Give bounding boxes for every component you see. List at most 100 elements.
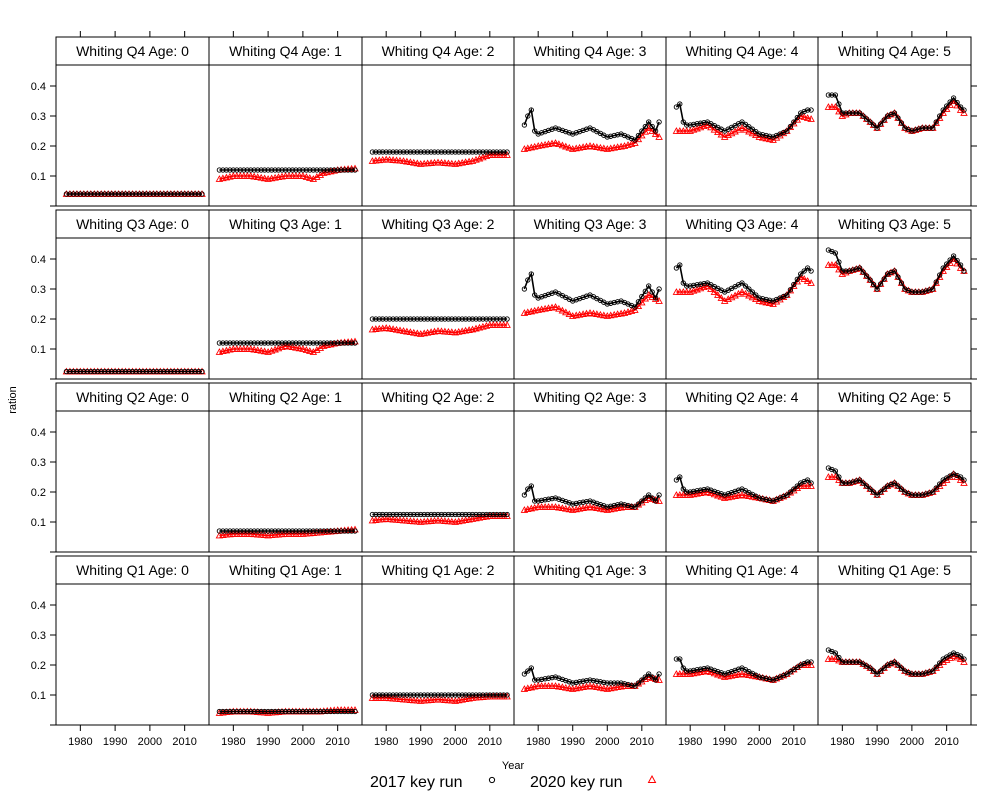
data-point-2020 (741, 289, 750, 297)
data-point-2020 (441, 327, 449, 335)
data-point-2020 (593, 504, 601, 512)
data-point-2017 (881, 276, 887, 282)
data-point-2020 (631, 306, 639, 313)
data-point-2020 (403, 157, 411, 165)
panel-strip (817, 382, 972, 412)
data-point-2017 (542, 128, 548, 135)
data-point-2020 (724, 131, 732, 139)
data-point-2017 (317, 708, 323, 715)
data-point-2017 (497, 316, 503, 322)
data-point-2017 (102, 191, 108, 197)
data-point-2017 (895, 115, 901, 121)
data-point-2017 (909, 671, 915, 677)
data-point-2017 (656, 119, 662, 125)
data-point-2017 (749, 289, 756, 295)
data-point-2020 (448, 517, 456, 525)
x-tick-label: 1990 (103, 736, 127, 748)
data-point-2017 (673, 477, 680, 483)
data-point-2017 (652, 498, 659, 504)
data-point-2017 (483, 316, 490, 322)
data-point-2020 (555, 304, 563, 312)
data-point-2017 (937, 481, 943, 487)
data-point-2020 (392, 694, 401, 702)
data-point-2017 (126, 191, 132, 197)
data-point-2017 (923, 491, 929, 497)
data-point-2017 (860, 480, 866, 486)
panel-strip-label: Whiting Q1 Age: 3 (534, 562, 647, 578)
data-point-2017 (850, 267, 856, 273)
data-point-2017 (255, 528, 261, 534)
data-point-2020 (503, 321, 511, 328)
panel-plot-area (208, 237, 363, 380)
data-point-2017 (632, 504, 638, 510)
panel-q1-age-2: Whiting Q1 Age: 2 (361, 555, 515, 726)
panel-q3-age-4: Whiting Q3 Age: 4 (665, 209, 819, 380)
panel-q4-age-0: Whiting Q4 Age: 0 (55, 36, 210, 207)
data-point-2017 (566, 500, 572, 506)
data-point-2020 (250, 172, 258, 180)
data-point-2017 (397, 692, 403, 698)
data-point-2017 (763, 496, 769, 503)
data-point-2017 (119, 191, 125, 197)
data-point-2017 (338, 167, 344, 173)
data-point-2017 (469, 316, 476, 322)
data-point-2017 (535, 677, 541, 683)
data-point-2020 (562, 504, 570, 512)
data-point-2017 (870, 668, 877, 674)
data-point-2017 (424, 149, 431, 155)
data-point-2017 (504, 692, 510, 698)
data-point-2017 (445, 511, 452, 518)
data-point-2020 (406, 158, 415, 166)
data-point-2017 (188, 368, 195, 375)
data-point-2017 (590, 499, 597, 505)
data-point-2017 (877, 668, 884, 674)
data-point-2020 (413, 329, 422, 337)
data-point-2017 (521, 286, 528, 292)
data-point-2017 (438, 316, 445, 322)
data-point-2017 (386, 149, 393, 155)
y-tick-label: 0.3 (31, 111, 46, 123)
data-point-2017 (846, 480, 852, 486)
data-point-2020 (413, 517, 422, 525)
data-point-2017 (559, 127, 566, 134)
data-point-2017 (829, 92, 835, 98)
data-point-2017 (324, 528, 330, 534)
data-point-2020 (589, 142, 598, 150)
data-point-2020 (593, 310, 601, 318)
data-point-2017 (393, 149, 400, 155)
data-point-2017 (296, 528, 303, 534)
data-point-2017 (400, 511, 407, 518)
data-point-2017 (480, 149, 486, 155)
data-point-2017 (895, 662, 901, 668)
data-point-2017 (95, 191, 101, 197)
panel-plot-area (817, 410, 972, 553)
data-point-2017 (122, 368, 129, 375)
data-point-2017 (428, 316, 434, 322)
data-point-2020 (299, 172, 307, 179)
data-point-2017 (449, 511, 455, 518)
data-point-2017 (393, 692, 400, 698)
data-point-2020 (410, 328, 418, 336)
data-point-2020 (565, 143, 574, 151)
x-tick-label: 2010 (172, 736, 196, 748)
data-point-2017 (88, 368, 94, 375)
data-point-2020 (250, 345, 258, 353)
data-point-2017 (67, 368, 73, 375)
panel-q1-age-3: Whiting Q1 Age: 3 (513, 555, 667, 726)
data-point-2017 (466, 511, 472, 518)
data-point-2017 (756, 674, 762, 680)
data-point-2017 (756, 495, 762, 501)
panel-strip-label: Whiting Q1 Age: 4 (686, 562, 799, 578)
data-point-2017 (930, 489, 936, 495)
data-point-2020 (396, 695, 404, 703)
data-point-2017 (456, 692, 462, 698)
panel-strip-label: Whiting Q2 Age: 1 (229, 389, 342, 405)
data-point-2017 (684, 489, 690, 495)
data-point-2020 (403, 695, 411, 703)
data-point-2017 (293, 340, 299, 346)
data-point-2017 (763, 296, 769, 303)
data-point-2017 (185, 368, 191, 375)
panel-q1-age-4: Whiting Q1 Age: 4 (665, 555, 819, 726)
data-point-2017 (122, 191, 129, 197)
data-point-2017 (282, 340, 289, 346)
